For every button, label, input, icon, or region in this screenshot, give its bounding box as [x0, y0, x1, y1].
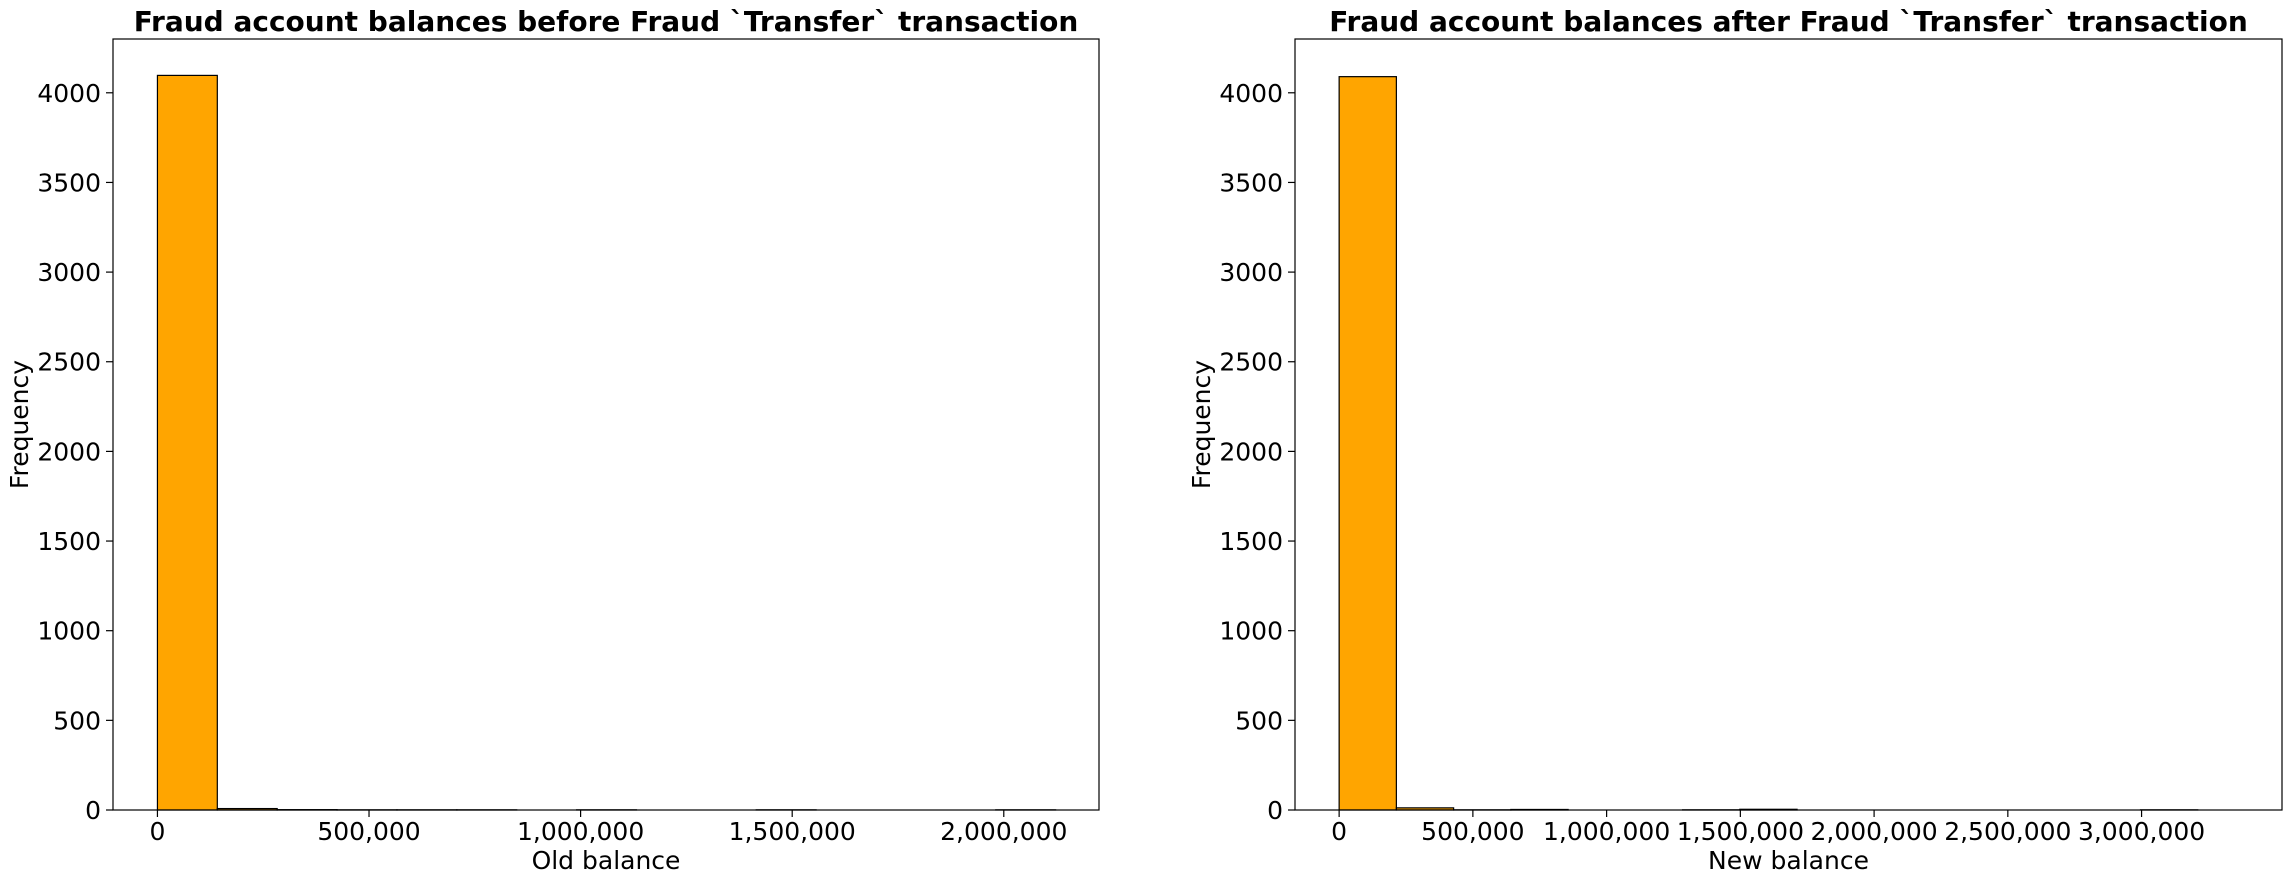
chart-new-balance: Fraud account balances after Fraud `Tran… [1187, 5, 2283, 875]
chart-title: Fraud account balances after Fraud `Tran… [1329, 5, 2248, 38]
x-tick-label: 0 [149, 817, 165, 846]
y-tick-label: 2500 [1219, 348, 1283, 377]
y-ticks: 0 500 1000 1500 2000 2500 3000 3500 4000 [1219, 79, 1295, 825]
x-tick-label: 1,500,000 [729, 817, 856, 846]
x-tick-label: 3,000,000 [2078, 817, 2205, 846]
x-axis-label: Old balance [532, 846, 681, 875]
y-tick-label: 3000 [1219, 258, 1283, 287]
x-tick-label: 1,500,000 [1677, 817, 1804, 846]
chart-title: Fraud account balances before Fraud `Tra… [134, 5, 1079, 38]
bars [156, 74, 1057, 811]
y-tick-label: 1500 [37, 527, 101, 556]
y-tick-label: 500 [53, 706, 101, 735]
y-tick-label: 1000 [1219, 617, 1283, 646]
y-tick-label: 2000 [37, 437, 101, 466]
x-tick-label: 2,000,000 [940, 817, 1067, 846]
x-tick-label: 2,500,000 [1944, 817, 2071, 846]
histogram-bar [1338, 76, 1397, 811]
y-tick-label: 0 [85, 796, 101, 825]
y-tick-label: 2000 [1219, 437, 1283, 466]
x-tick-label: 2,000,000 [1810, 817, 1937, 846]
y-tick-label: 1500 [1219, 527, 1283, 556]
y-tick-label: 500 [1235, 706, 1283, 735]
x-tick-label: 1,000,000 [517, 817, 644, 846]
plot-frame [112, 38, 1100, 811]
histogram-bar [156, 74, 218, 811]
y-axis-label: Frequency [5, 360, 34, 489]
plot-frame [1294, 38, 2283, 811]
y-tick-label: 0 [1267, 796, 1283, 825]
y-axis-label: Frequency [1187, 360, 1216, 489]
x-tick-label: 500,000 [1421, 817, 1524, 846]
chart-old-balance: Fraud account balances before Fraud `Tra… [5, 5, 1100, 875]
x-ticks: 0 500,000 1,000,000 1,500,000 2,000,000 2,500… [1331, 810, 2205, 846]
bars [1338, 76, 2199, 811]
x-ticks: 0 500,000 1,000,000 1,500,000 2,000,000 [149, 810, 1067, 846]
y-tick-label: 4000 [1219, 79, 1283, 108]
y-tick-label: 4000 [37, 79, 101, 108]
x-axis-label: New balance [1708, 846, 1869, 875]
x-tick-label: 500,000 [317, 817, 420, 846]
y-tick-label: 2500 [37, 348, 101, 377]
x-tick-label: 1,000,000 [1543, 817, 1670, 846]
y-tick-label: 1000 [37, 617, 101, 646]
y-tick-label: 3500 [37, 168, 101, 197]
x-tick-label: 0 [1331, 817, 1347, 846]
y-tick-label: 3000 [37, 258, 101, 287]
y-tick-label: 3500 [1219, 168, 1283, 197]
y-ticks: 0 500 1000 1500 2000 2500 3000 3500 4000 [37, 79, 113, 825]
